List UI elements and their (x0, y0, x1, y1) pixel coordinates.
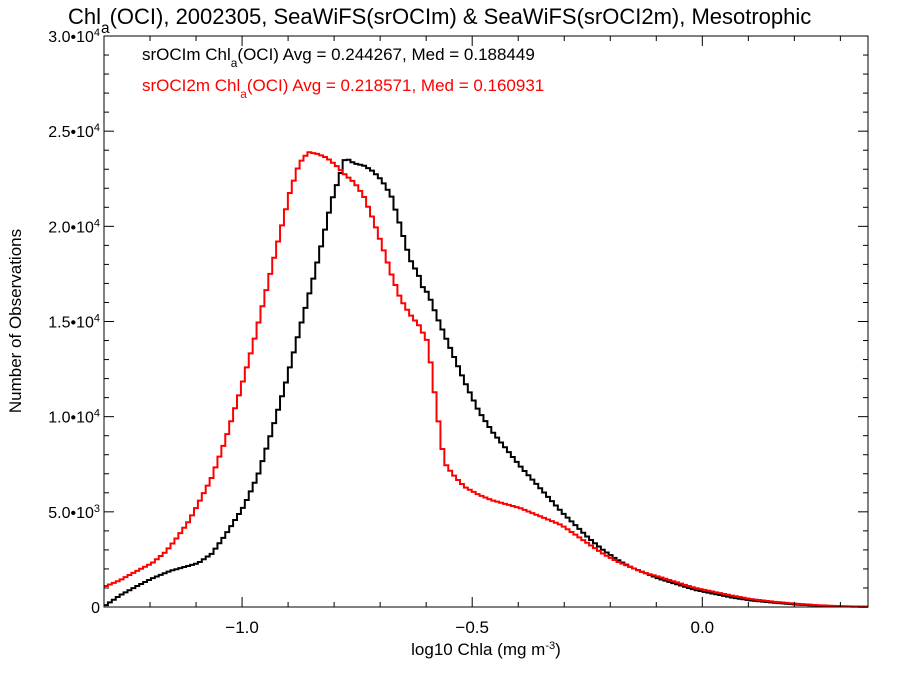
legend-entry-srOCI2m: srOCI2m Chla(OCI) Avg = 0.218571, Med = … (142, 76, 544, 101)
y-tick-label-base: 1.5•10 (48, 315, 94, 332)
ticks-layer: −1.0 −0.5 0.005.0•1031.0•1041.5•1042.0•104… (48, 27, 868, 637)
legend-entry-srOCI2m-part-1: a (240, 87, 247, 101)
x-tick-label: −1.0 (225, 618, 259, 637)
series-srOCI2m-line (104, 151, 868, 608)
y-tick-label: 2.0•104 (48, 217, 100, 236)
y-tick-label: 1.0•104 (48, 408, 100, 427)
y-tick-label-base: 2.5•10 (48, 124, 94, 141)
y-tick-label-exp: 4 (94, 122, 100, 134)
y-tick-label-exp: 3 (94, 503, 100, 515)
y-tick-label-base: 2.0•10 (48, 219, 94, 236)
y-tick-label: 0 (91, 600, 100, 617)
y-tick-label-exp: 4 (94, 313, 100, 325)
y-tick-label-base: 0 (91, 600, 100, 617)
x-axis-label-part-1: -3 (545, 640, 555, 652)
x-axis-label-part-0: log10 Chla (mg m (411, 640, 545, 659)
legend-entry-srOCIm: srOCIm Chla(OCI) Avg = 0.244267, Med = 0… (142, 45, 535, 70)
legend-entry-srOCIm-part-2: (OCI) Avg = 0.244267, Med = 0.188449 (237, 45, 534, 64)
legend-entry-srOCIm-part-0: srOCIm Chl (142, 45, 231, 64)
y-tick-label-exp: 4 (94, 27, 100, 39)
y-tick-label: 5.0•103 (48, 503, 100, 522)
x-tick-label: −0.5 (455, 618, 489, 637)
y-tick-label: 3.0•104 (48, 27, 100, 46)
plot-frame (103, 35, 869, 608)
series-layer (104, 151, 868, 608)
legend-entry-srOCIm-part-1: a (231, 56, 238, 70)
x-axis-label: log10 Chla (mg m-3) (411, 640, 561, 659)
y-tick-label-base: 1.0•10 (48, 410, 94, 427)
y-tick-label: 2.5•104 (48, 122, 100, 141)
chart-title: Chla(OCI), 2002305, SeaWiFS(srOCIm) & Se… (68, 4, 811, 37)
x-axis-label-part-2: ) (555, 640, 561, 659)
series-srOCIm-line (104, 158, 868, 608)
y-tick-label-exp: 4 (94, 408, 100, 420)
chart-title-part-0: Chl (68, 4, 101, 29)
y-tick-label-base: 3.0•10 (48, 29, 94, 46)
y-tick-label-base: 5.0•10 (48, 505, 94, 522)
y-tick-label-exp: 4 (94, 217, 100, 229)
y-axis-label: Number of Observations (6, 229, 25, 413)
x-tick-label: 0.0 (690, 618, 714, 637)
legend: srOCIm Chla(OCI) Avg = 0.244267, Med = 0… (142, 45, 544, 101)
legend-entry-srOCI2m-part-2: (OCI) Avg = 0.218571, Med = 0.160931 (247, 76, 544, 95)
chart-title-part-1: a (101, 20, 110, 37)
chart-title-part-2: (OCI), 2002305, SeaWiFS(srOCIm) & SeaWiF… (110, 4, 812, 29)
y-tick-label: 1.5•104 (48, 313, 100, 332)
legend-entry-srOCI2m-part-0: srOCI2m Chl (142, 76, 240, 95)
